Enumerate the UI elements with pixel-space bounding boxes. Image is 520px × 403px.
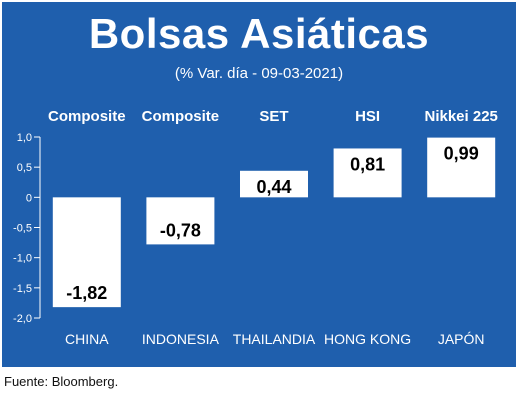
index-name-label: HSI [355, 108, 380, 125]
bar [52, 197, 121, 308]
bar [240, 170, 308, 198]
category-label: JAPÓN [438, 331, 485, 347]
bar [427, 137, 496, 198]
index-name-label: Composite [48, 108, 126, 125]
data-label: 0,99 [444, 144, 479, 164]
category-label: HONG KONG [324, 331, 411, 347]
chart-panel: Bolsas Asiáticas (% Var. día - 09-03-202… [2, 2, 516, 367]
index-name-label: SET [259, 108, 288, 125]
y-tick-label: 0,5 [17, 162, 32, 174]
index-name-label: Composite [142, 108, 220, 125]
index-name-label: Nikkei 225 [425, 108, 498, 125]
source-note: Fuente: Bloomberg. [4, 374, 119, 389]
bar [333, 148, 402, 198]
bar-chart: 1,0 0,5 0 -0,5 -1,0 -1,5 -2,0 -1,82 Composite CHI… [13, 108, 498, 347]
category-label: CHINA [65, 331, 109, 347]
data-label: 0,44 [256, 177, 291, 197]
y-tick-label: -1,5 [13, 283, 32, 295]
data-label: -0,78 [160, 220, 201, 240]
y-tick-label: -0,5 [13, 223, 32, 235]
y-tick-label: 0 [26, 192, 32, 204]
chart-subtitle: (% Var. día - 09-03-2021) [174, 65, 344, 82]
bar [146, 197, 215, 245]
y-tick-label: -2,0 [13, 313, 32, 325]
y-tick-label: -1,0 [13, 253, 32, 265]
category-label: THAILANDIA [233, 331, 316, 347]
data-label: 0,81 [350, 154, 385, 174]
data-label: -1,82 [66, 283, 107, 303]
category-label: INDONESIA [142, 331, 220, 347]
chart-title: Bolsas Asiáticas [88, 10, 430, 57]
y-tick-label: 1,0 [17, 132, 32, 144]
